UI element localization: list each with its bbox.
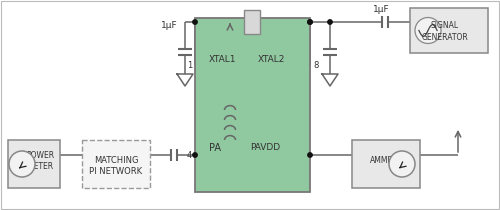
Text: 1: 1 (187, 60, 192, 70)
Text: SIGNAL: SIGNAL (431, 21, 459, 30)
Text: PAVDD: PAVDD (250, 143, 280, 152)
Text: POWER: POWER (26, 151, 54, 160)
Circle shape (415, 17, 441, 43)
Circle shape (308, 153, 312, 157)
Text: AMMETER: AMMETER (370, 156, 408, 165)
Text: PI NETWORK: PI NETWORK (90, 167, 142, 176)
Text: METER: METER (27, 162, 54, 171)
Text: 1µF: 1µF (161, 21, 178, 30)
Text: PA: PA (209, 143, 221, 153)
FancyBboxPatch shape (244, 10, 260, 34)
Circle shape (308, 20, 312, 24)
Text: GENERATOR: GENERATOR (422, 33, 469, 42)
Text: 4: 4 (187, 151, 192, 160)
Text: XTAL1: XTAL1 (209, 55, 236, 64)
Text: MATCHING: MATCHING (94, 156, 138, 165)
FancyBboxPatch shape (410, 8, 488, 53)
Circle shape (328, 20, 332, 24)
FancyBboxPatch shape (8, 140, 60, 188)
Circle shape (389, 151, 415, 177)
Circle shape (9, 151, 35, 177)
FancyBboxPatch shape (352, 140, 420, 188)
Text: 8: 8 (313, 60, 318, 70)
Text: 1µF: 1µF (373, 5, 390, 14)
Circle shape (308, 20, 312, 24)
FancyBboxPatch shape (195, 18, 310, 192)
Circle shape (193, 153, 197, 157)
Circle shape (193, 20, 197, 24)
FancyBboxPatch shape (82, 140, 150, 188)
Text: XTAL2: XTAL2 (258, 55, 285, 64)
